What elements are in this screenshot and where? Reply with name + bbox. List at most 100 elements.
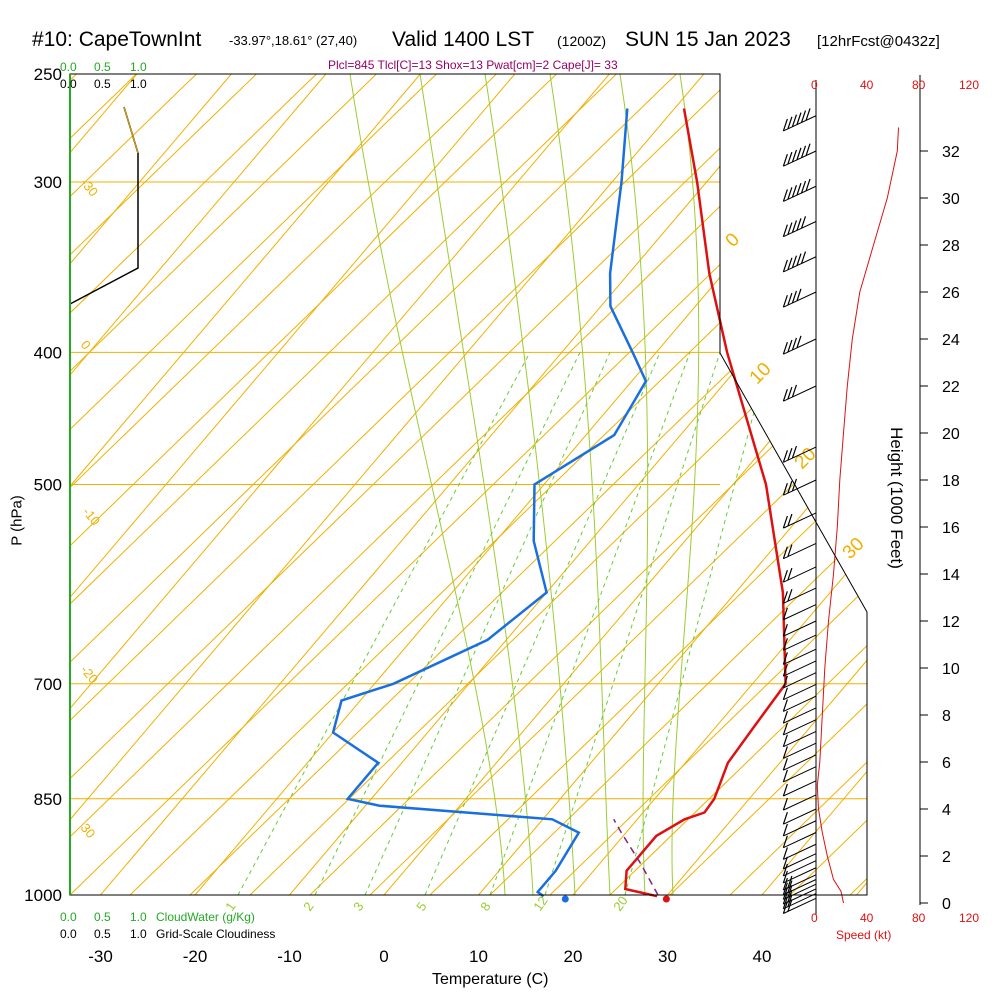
wind-barb-staff — [783, 860, 817, 877]
wind-barb-flag — [805, 178, 811, 192]
wind-barb-flag — [791, 255, 798, 268]
wind-barb-staff — [783, 897, 817, 914]
wind-barb-flag — [805, 108, 811, 121]
pressure-tick-label: 250 — [34, 65, 62, 84]
dry-adiabat — [429, 74, 867, 895]
wind-barb-flag — [782, 569, 788, 583]
wind-barb-flag — [782, 389, 788, 402]
wind-barb-staff — [783, 115, 817, 132]
dry-adiabat — [70, 74, 191, 895]
mixing-ratio-line — [364, 352, 611, 895]
wind-barb-flag — [791, 337, 798, 351]
wind-barb-flag — [782, 607, 788, 620]
mixing-ratio-label: 3 — [350, 899, 366, 914]
isotherm — [572, 74, 867, 895]
wind-barb-staff — [783, 707, 817, 724]
wind-barb-flag — [800, 110, 807, 123]
speed-tick: 80 — [912, 78, 926, 92]
wind-barb-staff — [783, 867, 817, 884]
wind-barb-flag — [782, 823, 788, 837]
wind-barb-flag — [791, 149, 798, 163]
temperature-tick-label: 0 — [379, 947, 388, 966]
wind-barb-flag — [787, 116, 793, 130]
dry-adiabat — [70, 74, 731, 895]
wind-barb-staff — [783, 832, 817, 849]
wind-barb — [782, 707, 817, 724]
dry-adiabat — [849, 74, 867, 895]
wind-barb-flag — [782, 224, 788, 237]
wind-barb — [782, 251, 817, 273]
wind-barb — [782, 794, 817, 811]
wind-barb-flag — [782, 797, 788, 811]
speed-tick: 120 — [959, 911, 980, 925]
wind-barb — [782, 672, 817, 689]
wind-barb-flag — [782, 483, 788, 496]
wind-barb-flag — [782, 734, 788, 747]
wind-barb-staff — [783, 648, 817, 665]
x-axis-title: Temperature (C) — [432, 971, 549, 988]
wind-barb-staff — [783, 766, 817, 783]
wind-barb — [782, 620, 817, 637]
temperature-tick-label: -10 — [277, 947, 302, 966]
pressure-tick-label: 1000 — [24, 886, 62, 905]
wind-barb-flag — [787, 567, 793, 581]
temperature-tick-label: 40 — [753, 947, 772, 966]
wind-barb-flag — [791, 384, 798, 398]
wind-barb-flag — [782, 295, 788, 308]
wind-barb-flag — [782, 591, 788, 604]
cloudwater-tick: 0.0 — [60, 60, 77, 74]
dry-adiabat — [309, 74, 867, 895]
stability-indices: Plcl=845 Tlcl[C]=13 Shox=13 Pwat[cm]=2 C… — [328, 58, 618, 72]
isotherm — [70, 74, 421, 895]
wind-barb-flag — [782, 710, 788, 724]
wind-barb — [782, 648, 817, 665]
wind-barb-flag — [805, 143, 811, 156]
wind-barb-staff — [783, 634, 817, 651]
wind-barb — [782, 216, 817, 238]
wind-barb — [782, 445, 817, 463]
wind-barb — [782, 542, 817, 560]
wind-barb-flag — [787, 480, 793, 494]
moist-adiabat — [549, 74, 611, 895]
wind-barb-flag — [782, 783, 788, 797]
isotherm — [856, 74, 867, 895]
dry-adiabat — [70, 74, 671, 895]
height-tick-label: 22 — [942, 379, 960, 396]
wind-barb-flag — [787, 513, 793, 527]
cloudiness-tick: 0.5 — [94, 77, 111, 91]
wind-barb-staff — [783, 808, 817, 825]
dry-adiabat — [70, 74, 791, 895]
temperature-tick-label: 30 — [658, 947, 677, 966]
cloudiness-curve-top — [123, 106, 139, 154]
grid-clip — [70, 74, 867, 895]
pressure-tick-label: 300 — [34, 173, 62, 192]
wind-barb-flag — [796, 112, 802, 125]
isotherm — [761, 74, 867, 895]
wind-barb — [782, 288, 817, 308]
wind-barb-flag — [800, 216, 807, 229]
temperature-line — [623, 108, 787, 898]
wind-barb — [782, 860, 817, 877]
dry-adiabat — [70, 74, 851, 895]
wind-barb-flag — [791, 114, 798, 127]
dry-adiabat — [70, 74, 311, 895]
mixing-ratio-line — [237, 352, 531, 895]
surface-temperature-marker — [662, 895, 670, 903]
wind-barb — [782, 808, 817, 825]
surface-dewpoint-marker — [561, 895, 569, 903]
wind-barb-staff — [783, 256, 817, 273]
dry-adiabat — [609, 74, 867, 895]
speed-tick: 120 — [959, 78, 980, 92]
wind-barb-staff — [783, 185, 817, 202]
wind-barb — [782, 730, 817, 748]
height-tick-label: 10 — [942, 661, 960, 678]
wind-barb-flag — [782, 638, 788, 651]
wind-barb-flag — [796, 253, 802, 266]
height-tick-label: 8 — [942, 708, 951, 725]
wind-barb-flag — [787, 589, 793, 602]
station-coords: -33.97°,18.61° (27,40) — [229, 33, 358, 48]
mixing-ratio-line — [314, 352, 581, 895]
wind-barb-flag — [787, 544, 793, 557]
height-tick-label: 2 — [942, 849, 951, 866]
height-tick-label: 18 — [942, 473, 960, 490]
